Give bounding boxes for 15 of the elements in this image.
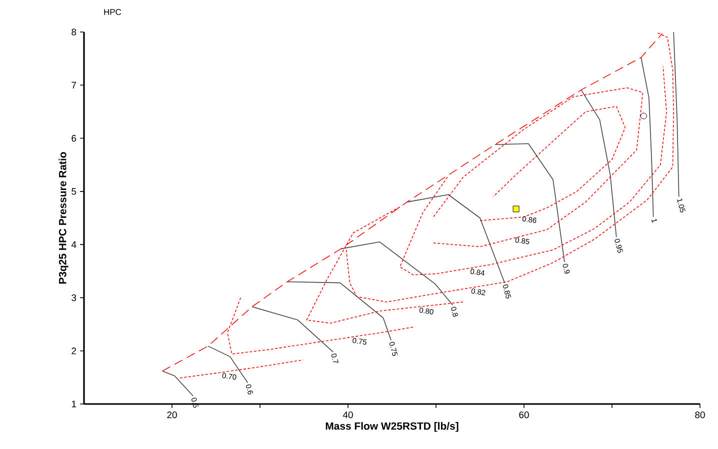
y-tick-label: 2 (72, 348, 76, 354)
x-tick-label: 40 (342, 412, 353, 418)
y-tick-label: 7 (72, 82, 76, 88)
y-tick-label: 1 (72, 400, 76, 408)
y-axis-title: P3q25 HPC Pressure Ratio (58, 152, 68, 284)
y-tick-label: 3 (72, 294, 76, 302)
x-tick-label: 60 (519, 412, 529, 418)
y-tick-label: 6 (72, 134, 76, 142)
x-tick-label: 80 (695, 412, 705, 418)
y-tick-label: 4 (71, 241, 76, 248)
y-tick-label: 8 (72, 28, 76, 36)
y-tick-label: 5 (72, 188, 76, 195)
x-tick-label: 20 (167, 412, 177, 418)
x-axis-title: Mass Flow W25RSTD [lb/s] (326, 422, 458, 432)
chart-title: HPC (104, 9, 122, 15)
